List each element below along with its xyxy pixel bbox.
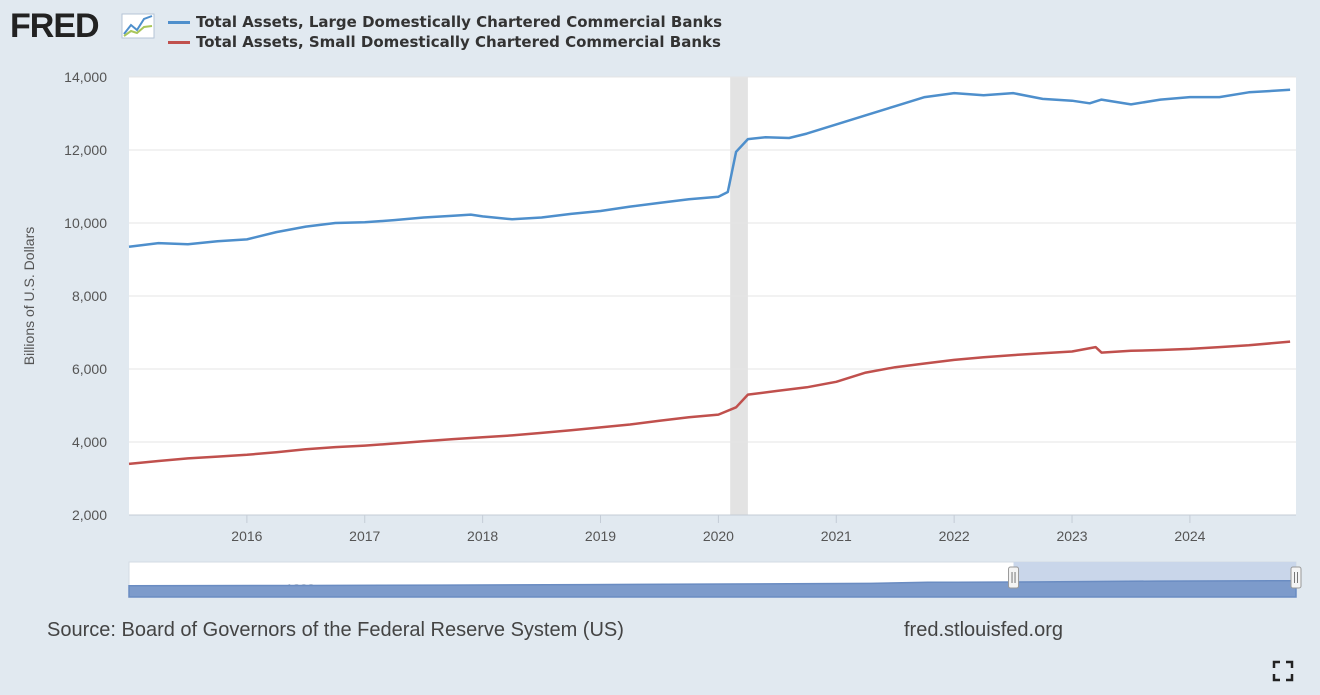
navigator-handle-grip: [1008, 566, 1020, 589]
fred-logo-text: FRED: [10, 7, 99, 42]
fullscreen-icon[interactable]: [1272, 660, 1294, 682]
navigator-handle-left[interactable]: [1008, 566, 1020, 589]
legend-swatch-small: [168, 40, 190, 44]
x-tick-label: 2019: [585, 528, 616, 544]
x-tick-label: 2023: [1056, 528, 1087, 544]
legend-label-small: Total Assets, Small Domestically Charter…: [196, 33, 721, 51]
series-line-large-banks[interactable]: [128, 88, 1291, 248]
navigator-handle-grip: [1290, 566, 1302, 589]
x-axis-ticks: 2016 2017 2018 2019 2020 2021 2022 2023 2024: [231, 515, 1206, 544]
x-tick-label: 2017: [349, 528, 380, 544]
legend-item-small-banks[interactable]: Total Assets, Small Domestically Charter…: [168, 33, 721, 51]
y-tick-label: 6,000: [72, 361, 107, 377]
y-tick-label: 14,000: [64, 69, 107, 85]
grid-lines: [129, 76, 1296, 516]
legend-swatch-large: [168, 20, 190, 24]
legend-item-large-banks[interactable]: Total Assets, Large Domestically Charter…: [168, 13, 722, 31]
series-lines[interactable]: [128, 88, 1291, 466]
fred-logo: FRED: [10, 7, 155, 42]
footer-url[interactable]: fred.stlouisfed.org: [904, 619, 1063, 641]
x-tick-label: 2018: [467, 528, 498, 544]
y-tick-label: 12,000: [64, 142, 107, 158]
y-tick-label: 2,000: [72, 507, 107, 523]
x-tick-label: 2020: [703, 528, 734, 544]
y-axis-label: Billions of U.S. Dollars: [21, 227, 37, 366]
y-tick-label: 4,000: [72, 434, 107, 450]
legend-label-large: Total Assets, Large Domestically Charter…: [196, 13, 723, 31]
x-tick-label: 2021: [821, 528, 852, 544]
series-line-small-banks[interactable]: [128, 340, 1291, 466]
footer-source: Source: Board of Governors of the Federa…: [47, 619, 624, 641]
navigator-series-area: [128, 579, 1297, 598]
y-tick-label: 10,000: [64, 215, 107, 231]
x-tick-label: 2016: [231, 528, 262, 544]
fred-chart-icon: [121, 13, 155, 39]
x-tick-label: 2022: [939, 528, 970, 544]
navigator-handle-right[interactable]: [1290, 566, 1302, 589]
x-tick-label: 2024: [1174, 528, 1205, 544]
navigator[interactable]: 1990200020102020: [128, 561, 1302, 598]
y-axis-ticks: 2,000 4,000 6,000 8,000 10,000 12,000 14,000: [64, 69, 107, 523]
y-tick-label: 8,000: [72, 288, 107, 304]
